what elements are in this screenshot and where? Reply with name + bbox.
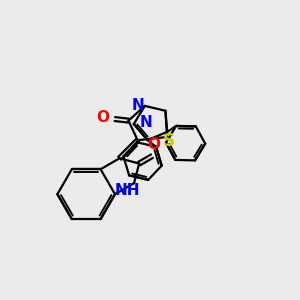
Text: N: N [140, 115, 152, 130]
Text: N: N [132, 98, 145, 113]
Text: O: O [147, 137, 160, 152]
Text: S: S [163, 132, 175, 150]
Text: NH: NH [115, 183, 140, 198]
Text: O: O [96, 110, 109, 125]
